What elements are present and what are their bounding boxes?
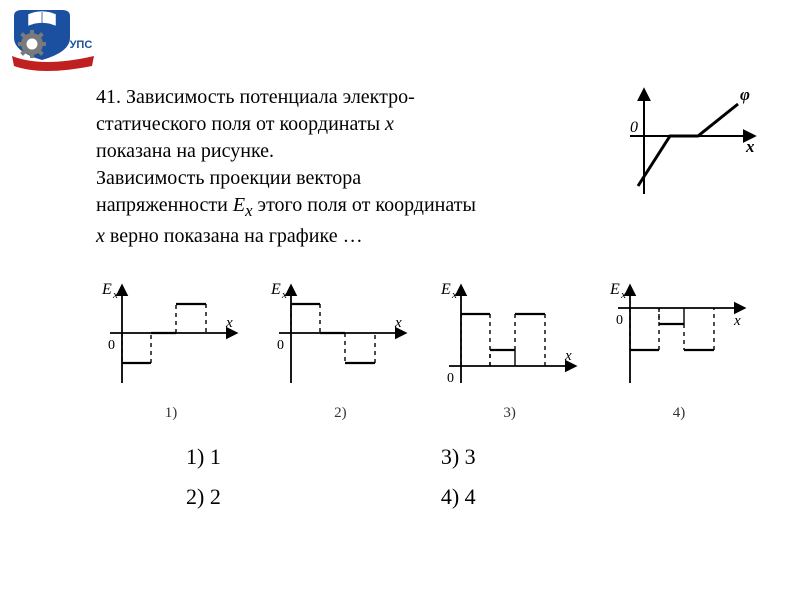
phi-x-label: x [745,137,755,156]
svg-text:E: E [609,281,620,298]
svg-text:0: 0 [108,338,115,353]
plot-caption: 1) [96,405,246,422]
question-text: 41. Зависимость потенциала электро- стат… [96,84,600,250]
logo-text: РГУПС [56,39,92,51]
svg-text:E: E [101,281,112,298]
svg-text:x: x [451,289,457,301]
svg-text:x: x [733,313,741,329]
question-number: 41. [96,86,121,108]
svg-text:x: x [112,289,118,301]
answer-plot-2: Ex x 0 2) [265,278,415,422]
phi-plot: φ x 0 [620,84,760,204]
svg-text:x: x [394,315,402,331]
option-2: 2) 2 [186,484,221,510]
svg-text:x: x [620,289,626,301]
svg-text:x: x [564,348,572,364]
answer-plot-3: Ex x 0 3) [435,278,585,422]
svg-text:0: 0 [447,371,454,386]
option-3: 3) 3 [441,444,476,470]
svg-text:E: E [440,281,451,298]
plot-caption: 4) [604,405,754,422]
phi-zero-label: 0 [630,119,638,136]
plot-caption: 3) [435,405,585,422]
svg-text:E: E [270,281,281,298]
answer-plot-1: Ex x 0 1) [96,278,246,422]
answer-plot-4: Ex x 0 4) [604,278,754,422]
institution-logo: РГУПС [8,8,98,73]
svg-text:x: x [225,315,233,331]
phi-curve [638,104,738,186]
logo-gear-icon [18,30,46,58]
svg-text:0: 0 [616,313,623,328]
svg-text:0: 0 [277,338,284,353]
plot-caption: 2) [265,405,415,422]
answer-plots-row: Ex x 0 1) Ex x 0 2) Ex x 0 3) Ex x 0 4) [96,278,760,422]
option-4: 4) 4 [441,484,476,510]
options-list: 1) 1 2) 2 3) 3 4) 4 [96,444,760,510]
svg-text:x: x [281,289,287,301]
phi-y-label: φ [740,85,750,104]
logo-ribbon [12,56,94,71]
option-1: 1) 1 [186,444,221,470]
question-block: 41. Зависимость потенциала электро- стат… [96,84,760,510]
